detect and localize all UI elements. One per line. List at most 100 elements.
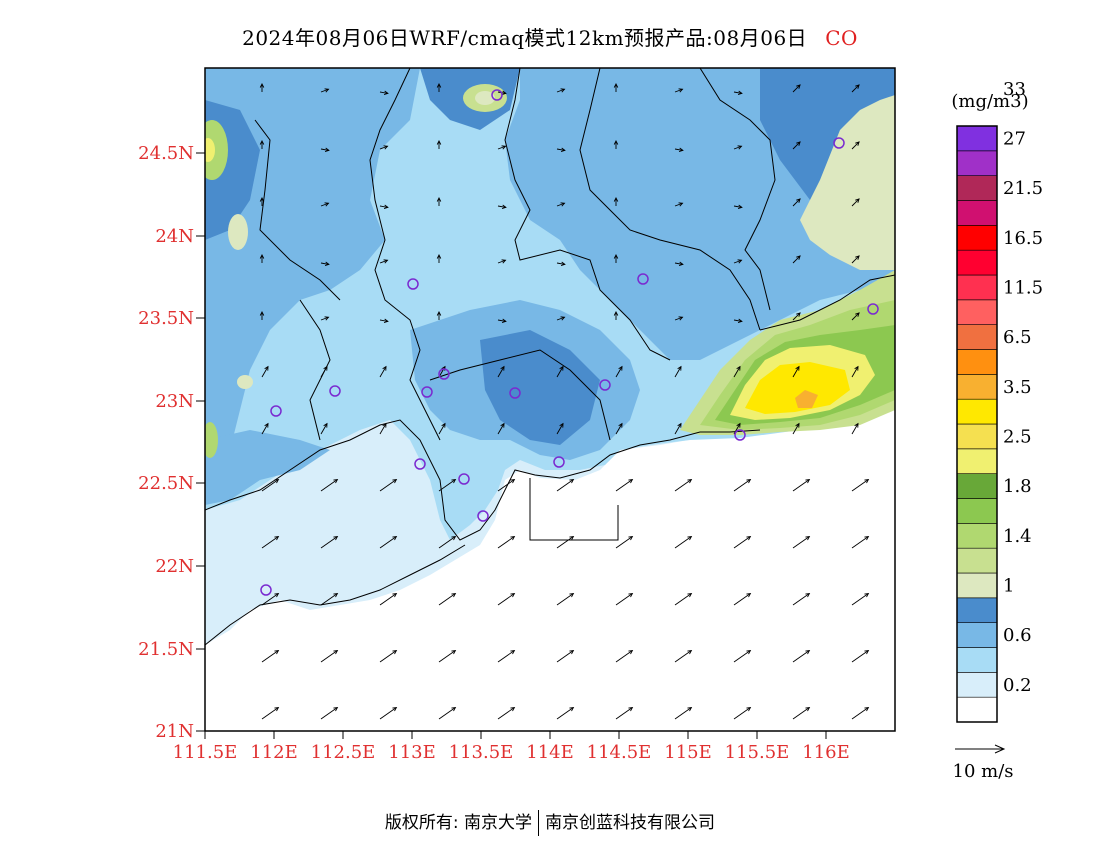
wind-arrow (556, 479, 574, 492)
wind-arrow-head (796, 312, 801, 317)
wind-arrow (615, 366, 623, 378)
wind-arrow-head (274, 535, 280, 541)
wind-arrow-head (677, 365, 682, 371)
wind-arrow-head (383, 259, 389, 264)
wind-arrow (556, 423, 564, 435)
wind-arrow (379, 259, 388, 264)
colorbar-label: 21.5 (1003, 178, 1043, 199)
station-marker[interactable] (553, 456, 565, 468)
wind-arrow (674, 536, 692, 549)
wind-arrow (379, 91, 388, 94)
wind-arrow-head (737, 145, 743, 150)
wind-arrow (556, 88, 565, 93)
wind-arrow-head (613, 254, 619, 259)
wind-arrow-head (746, 478, 752, 484)
wind-arrow-head (914, 367, 917, 371)
wind-arrow-head (737, 318, 743, 323)
wind-reference: 10 m/s (953, 744, 1014, 782)
wind-arrow (320, 262, 329, 265)
wind-arrow (556, 707, 574, 720)
lat-ticks (196, 152, 205, 732)
colorbar-swatch (956, 299, 998, 325)
wind-arrow-head (864, 592, 870, 598)
wind-arrow-head (864, 649, 870, 655)
wind-arrow (911, 313, 918, 320)
wind-arrow-head (259, 140, 265, 145)
wind-arrow-head (274, 706, 280, 712)
station-marker[interactable] (637, 273, 649, 285)
wind-arrow (851, 366, 859, 378)
wind-arrow (320, 593, 338, 606)
colorbar-swatch (956, 423, 998, 450)
wind-arrow (733, 259, 742, 264)
lon-label: 112.5E (311, 742, 376, 763)
station-marker[interactable] (491, 89, 503, 101)
footer-separator (538, 810, 540, 836)
wind-arrow-head (678, 316, 684, 321)
wind-arrow (379, 423, 387, 435)
wind-arrow-head (274, 478, 280, 484)
wind-arrow-head (569, 649, 575, 655)
lon-label: 115E (664, 742, 712, 763)
wind-arrow (911, 256, 918, 263)
station-marker[interactable] (438, 368, 450, 380)
station-marker[interactable] (407, 278, 419, 290)
station-marker[interactable] (509, 387, 521, 399)
wind-arrow-head (855, 141, 860, 146)
wind-arrow (497, 366, 505, 378)
wind-arrow-head (855, 84, 860, 89)
wind-arrow (911, 651, 927, 662)
wind-arrow-head (451, 478, 457, 484)
wind-arrow (379, 479, 397, 492)
wind-arrow (911, 480, 927, 491)
wind-arrow-head (383, 204, 389, 209)
wind-arrow-head (259, 311, 265, 316)
lat-label: 22N (155, 556, 194, 577)
wind-arrow-head (569, 592, 575, 598)
wind-arrow (851, 141, 860, 150)
wind-arrow-head (737, 90, 743, 95)
footer-right: 南京创蓝科技有限公司 (545, 813, 716, 833)
wind-arrow (792, 650, 810, 663)
wind-arrow (379, 319, 388, 322)
wind-arrow-head (569, 706, 575, 712)
wind-arrow (674, 423, 682, 435)
wind-arrow (379, 366, 387, 378)
colorbar (956, 125, 998, 723)
wind-arrow-head (560, 147, 566, 152)
wind-arrow-head (436, 254, 442, 259)
wind-arrow-head (501, 90, 507, 95)
station-marker[interactable] (260, 584, 272, 596)
wind-arrow-head (383, 145, 389, 150)
station-marker[interactable] (458, 473, 470, 485)
station-marker[interactable] (833, 137, 845, 149)
station-marker[interactable] (329, 385, 341, 397)
wind-arrow-head (628, 478, 634, 484)
lon-label: 116E (802, 742, 850, 763)
wind-arrow (911, 142, 918, 149)
station-marker[interactable] (270, 405, 282, 417)
lon-label: 114E (526, 742, 574, 763)
wind-arrow-head (855, 312, 860, 317)
station-marker[interactable] (421, 386, 433, 398)
colorbar-swatch (956, 622, 998, 648)
wind-arrow (674, 650, 692, 663)
wind-arrow-head (628, 649, 634, 655)
wind-arrow-head (618, 365, 623, 371)
wind-arrow-head (805, 649, 811, 655)
station-marker[interactable] (414, 458, 426, 470)
wind-arrow-head (805, 478, 811, 484)
colorbar-swatch (956, 448, 998, 474)
wind-arrow (911, 367, 917, 377)
wind-arrow (851, 312, 860, 321)
wind-arrow-head (259, 83, 265, 88)
station-marker[interactable] (867, 303, 879, 315)
wind-arrow-head (914, 256, 918, 260)
station-marker[interactable] (477, 510, 489, 522)
station-marker[interactable] (734, 429, 746, 441)
wind-arrow (379, 205, 388, 208)
wind-arrow-head (737, 204, 743, 209)
wind-arrow-head (324, 202, 330, 207)
station-marker[interactable] (599, 379, 611, 391)
wind-arrow-head (501, 259, 507, 264)
